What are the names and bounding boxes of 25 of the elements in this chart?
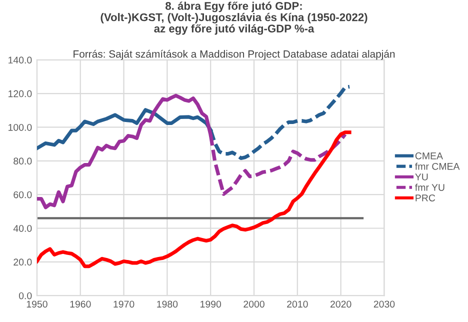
x-tick-label: 1960 xyxy=(70,300,91,308)
x-tick-label: 2020 xyxy=(330,300,352,308)
y-tick-label: 80.0 xyxy=(14,158,32,165)
y-tick-label: 140.0 xyxy=(8,56,32,64)
legend-label: PRC xyxy=(416,194,436,202)
x-tick-label: 2010 xyxy=(287,300,308,308)
x-tick-label: 1990 xyxy=(200,300,222,308)
legend-label: YU xyxy=(415,174,428,180)
chart-title: 8. ábra Egy főre jutó GDP: (Volt-)KGST, (Volt-)Jugoszlávia és Kína (1950-2022) az egy főre jutó világ-GDP %-a xyxy=(100,2,368,35)
x-tick-label: 2000 xyxy=(244,300,264,308)
x-tick-label: 1980 xyxy=(157,300,178,308)
x-tick-label: 1950 xyxy=(26,300,48,308)
y-tick-label: 40.0 xyxy=(13,224,32,232)
y-tick-label: 60.0 xyxy=(14,191,32,198)
y-tick-label: 100.0 xyxy=(8,124,32,131)
y-tick-label: 120.0 xyxy=(8,90,32,98)
y-tick-label: 20.0 xyxy=(14,258,32,266)
line-series xyxy=(36,130,352,268)
x-tick-label: 1970 xyxy=(114,300,134,308)
chart-subtitle: Forrás: Saját számítások a Maddison Project Database adatai alapján xyxy=(74,50,395,60)
x-tick-label: 2030 xyxy=(374,300,395,308)
legend-label: CMEA xyxy=(415,152,443,160)
legend-label: fmr YU xyxy=(415,184,444,191)
legend-label: fmr CMEA xyxy=(415,162,460,170)
y-tick-label: 0.0 xyxy=(18,292,32,300)
